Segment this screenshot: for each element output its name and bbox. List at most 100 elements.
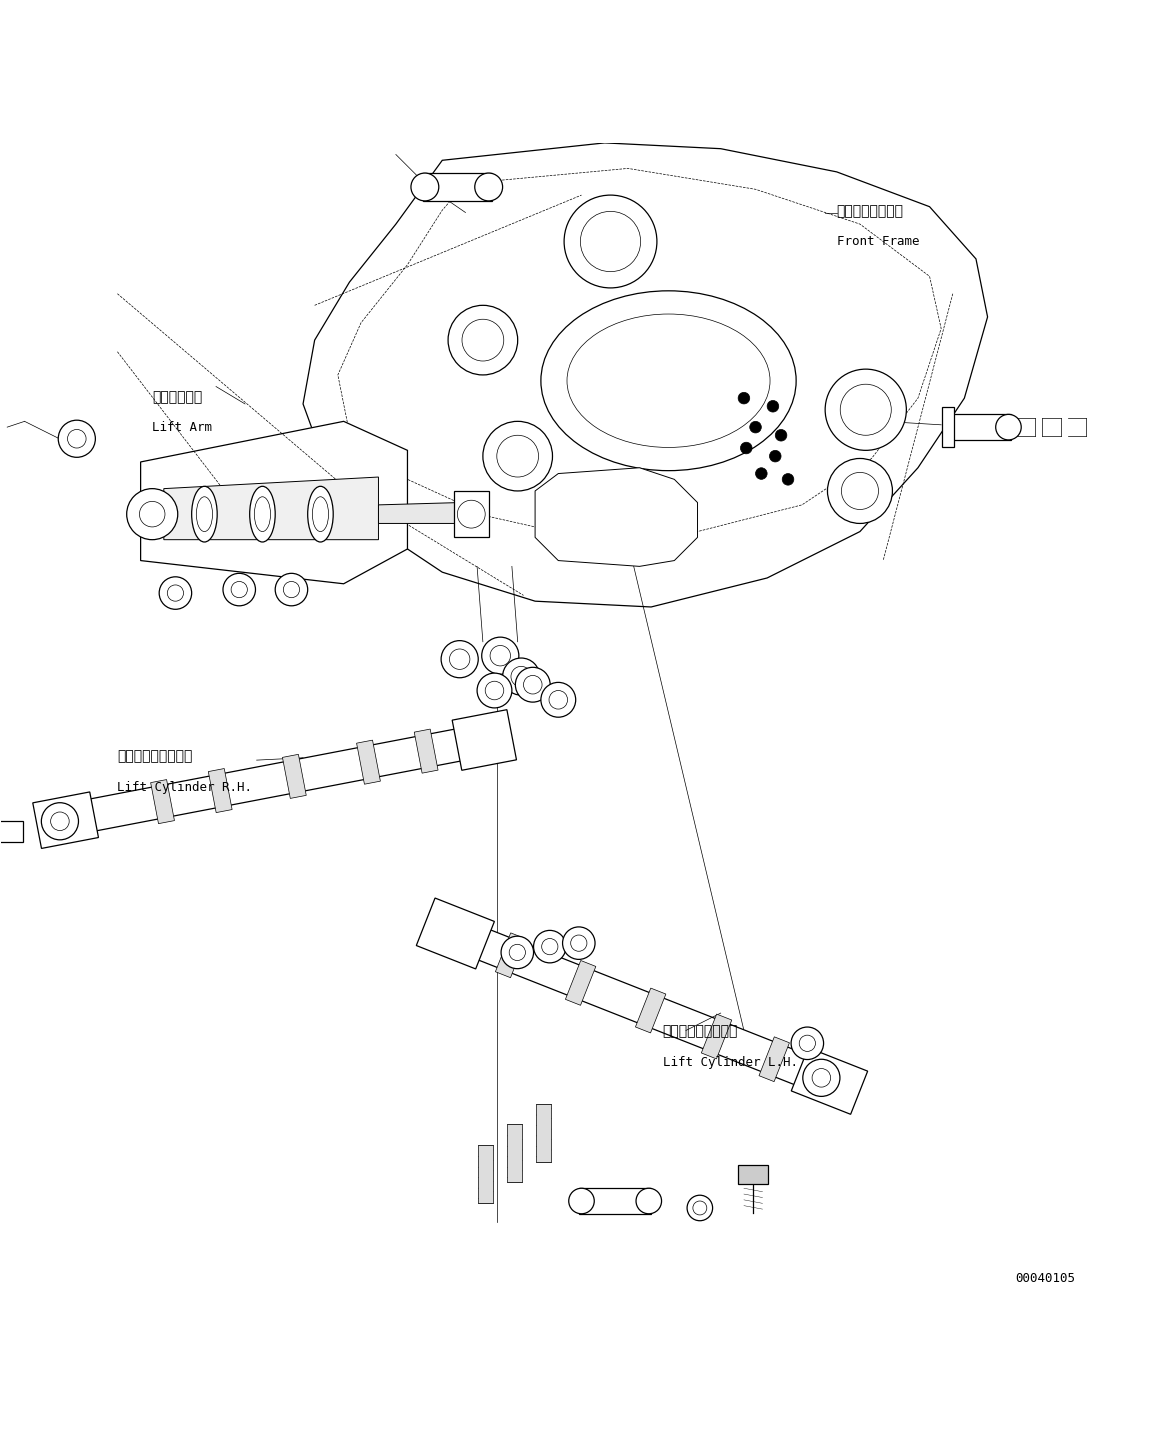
Polygon shape xyxy=(454,492,488,538)
Text: Front Frame: Front Frame xyxy=(836,236,919,249)
Polygon shape xyxy=(495,933,526,977)
Ellipse shape xyxy=(541,291,797,470)
Circle shape xyxy=(284,581,300,597)
Circle shape xyxy=(776,429,787,441)
Circle shape xyxy=(693,1202,707,1215)
Circle shape xyxy=(497,435,538,477)
Polygon shape xyxy=(701,1014,732,1058)
Text: リフトシリンダ　右: リフトシリンダ 右 xyxy=(117,749,193,763)
Circle shape xyxy=(564,195,657,288)
Polygon shape xyxy=(85,729,464,831)
Circle shape xyxy=(167,586,184,602)
Ellipse shape xyxy=(250,486,276,542)
Polygon shape xyxy=(430,911,816,1089)
Circle shape xyxy=(441,641,478,678)
Circle shape xyxy=(457,500,485,528)
Text: リフトシリンダ　左: リフトシリンダ 左 xyxy=(663,1025,739,1038)
Circle shape xyxy=(791,1027,823,1060)
Circle shape xyxy=(411,174,438,201)
Circle shape xyxy=(159,577,192,609)
Ellipse shape xyxy=(568,314,770,447)
Circle shape xyxy=(58,421,95,457)
Polygon shape xyxy=(759,1037,790,1082)
Polygon shape xyxy=(283,755,306,798)
Circle shape xyxy=(783,473,794,486)
Circle shape xyxy=(481,638,519,674)
Circle shape xyxy=(140,502,165,526)
Ellipse shape xyxy=(192,486,217,542)
Circle shape xyxy=(542,938,558,954)
Polygon shape xyxy=(304,143,987,607)
Polygon shape xyxy=(536,1103,551,1161)
Polygon shape xyxy=(33,792,99,849)
Circle shape xyxy=(67,429,86,448)
Circle shape xyxy=(449,649,470,669)
Polygon shape xyxy=(478,1145,493,1203)
Polygon shape xyxy=(151,779,174,824)
Circle shape xyxy=(462,320,504,362)
Circle shape xyxy=(42,803,78,840)
Circle shape xyxy=(825,369,906,450)
Polygon shape xyxy=(579,1189,651,1213)
Polygon shape xyxy=(414,729,438,774)
Circle shape xyxy=(563,927,595,959)
Polygon shape xyxy=(208,768,233,813)
Circle shape xyxy=(802,1060,840,1096)
Circle shape xyxy=(580,211,641,272)
Circle shape xyxy=(475,174,502,201)
Circle shape xyxy=(636,1189,662,1213)
Circle shape xyxy=(485,681,504,700)
Ellipse shape xyxy=(197,497,213,532)
Circle shape xyxy=(477,672,512,709)
Circle shape xyxy=(534,930,566,963)
Circle shape xyxy=(509,944,526,960)
Polygon shape xyxy=(357,740,380,784)
Circle shape xyxy=(51,813,70,830)
Text: Lift Cylinder R.H.: Lift Cylinder R.H. xyxy=(117,781,252,794)
Polygon shape xyxy=(422,174,492,201)
Circle shape xyxy=(502,658,540,696)
Circle shape xyxy=(812,1069,830,1087)
Polygon shape xyxy=(164,477,378,539)
Circle shape xyxy=(515,667,550,703)
Text: リフトアーム: リフトアーム xyxy=(152,390,202,403)
Polygon shape xyxy=(535,467,698,567)
Ellipse shape xyxy=(308,486,334,542)
Circle shape xyxy=(996,415,1021,440)
Polygon shape xyxy=(141,421,407,584)
Polygon shape xyxy=(565,960,595,1005)
Circle shape xyxy=(756,467,768,480)
Circle shape xyxy=(750,421,762,432)
Text: Lift Cylinder L.H.: Lift Cylinder L.H. xyxy=(663,1056,798,1069)
Circle shape xyxy=(827,458,892,523)
Circle shape xyxy=(483,421,552,492)
Polygon shape xyxy=(944,415,1011,440)
Ellipse shape xyxy=(313,497,329,532)
Circle shape xyxy=(840,385,891,435)
Circle shape xyxy=(276,573,308,606)
Text: Lift Arm: Lift Arm xyxy=(152,421,212,434)
Polygon shape xyxy=(635,988,666,1032)
Circle shape xyxy=(541,683,576,717)
Text: 00040105: 00040105 xyxy=(1015,1271,1076,1284)
Polygon shape xyxy=(0,821,22,842)
Circle shape xyxy=(571,936,587,951)
Circle shape xyxy=(490,645,511,667)
Circle shape xyxy=(739,392,750,403)
Ellipse shape xyxy=(255,497,271,532)
Polygon shape xyxy=(791,1048,868,1115)
Polygon shape xyxy=(507,1125,522,1183)
Circle shape xyxy=(549,691,568,709)
Circle shape xyxy=(841,473,878,509)
Circle shape xyxy=(501,936,534,969)
Circle shape xyxy=(741,442,752,454)
Polygon shape xyxy=(378,503,459,523)
Circle shape xyxy=(523,675,542,694)
Circle shape xyxy=(799,1035,815,1051)
Polygon shape xyxy=(416,898,494,969)
Polygon shape xyxy=(739,1165,769,1184)
Polygon shape xyxy=(942,408,954,447)
Circle shape xyxy=(569,1189,594,1213)
Circle shape xyxy=(448,305,518,375)
Text: フロントフレーム: フロントフレーム xyxy=(836,204,904,218)
